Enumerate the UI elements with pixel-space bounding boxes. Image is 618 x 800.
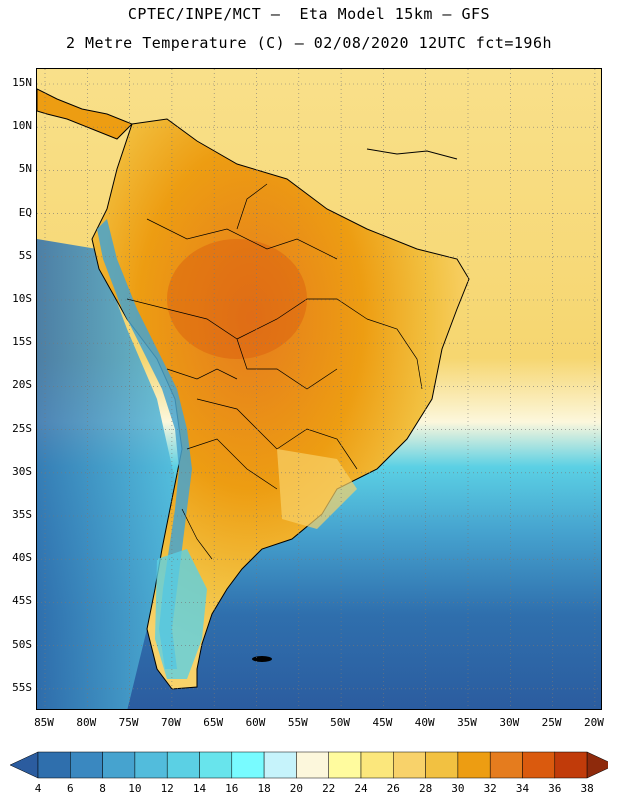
lat-label: 25S <box>12 421 32 435</box>
falkland-islands <box>252 656 272 662</box>
colorbar-swatch <box>37 751 71 779</box>
lon-label: 75W <box>118 716 139 729</box>
lon-label: 70W <box>160 716 181 729</box>
colorbar-tick-label: 38 <box>580 782 594 795</box>
central-hot-region <box>167 239 307 359</box>
lat-label: 55S <box>12 680 32 694</box>
colorbar-tick-label: 10 <box>128 782 142 795</box>
colorbar-tick-label: 8 <box>99 782 106 795</box>
lat-label: 35S <box>12 508 32 521</box>
colorbar-swatch <box>296 751 329 779</box>
map-title-line-2: 2 Metre Temperature (C) – 02/08/2020 12U… <box>65 34 553 52</box>
lon-label: 45W <box>372 716 393 729</box>
lon-label: 60W <box>245 716 266 729</box>
colorbar-tick-label: 32 <box>483 782 497 795</box>
lat-label: 15S <box>12 335 32 349</box>
lon-label: 20W <box>583 716 604 729</box>
lon-label: 85W <box>34 716 54 729</box>
lon-label: 35W <box>457 716 477 729</box>
colorbar-swatch <box>166 751 200 779</box>
colorbar-swatch <box>489 751 523 779</box>
colorbar-tick-label: 24 <box>354 782 368 795</box>
colorbar-swatch <box>231 751 265 779</box>
lat-label: 5S <box>18 248 32 262</box>
colorbar-swatch <box>102 751 136 779</box>
colorbar-swatch <box>425 751 459 779</box>
colorbar-tick-label: 14 <box>192 782 207 795</box>
lon-label: 40W <box>414 716 435 729</box>
colorbar-tick-label: 34 <box>515 782 530 795</box>
lat-label: 20S <box>12 378 32 392</box>
lat-label: 10S <box>12 292 32 305</box>
lat-label: 30S <box>12 464 32 478</box>
lon-label: 30W <box>499 716 520 729</box>
colorbar-tick-label: 30 <box>451 782 465 795</box>
country-borders <box>126 183 423 560</box>
lon-label: 80W <box>76 716 97 729</box>
colorbar-swatch <box>134 751 168 779</box>
pacific-ocean-band <box>37 239 177 709</box>
lat-label: 5N <box>18 162 32 176</box>
colorbar-swatch <box>70 751 103 779</box>
lat-label: EQ <box>18 205 32 219</box>
lon-label: 25W <box>541 716 562 729</box>
map-title-line-1: CPTEC/INPE/MCT – Eta Model 15km – GFS <box>127 5 491 23</box>
map-canvas <box>37 69 601 709</box>
colorbar-swatch <box>457 751 491 779</box>
colorbar-swatch <box>393 751 426 779</box>
lon-label: 55W <box>287 716 308 729</box>
lat-label: 45S <box>12 594 32 608</box>
lat-label: 10N <box>12 119 32 133</box>
temperature-colorbar <box>10 751 608 779</box>
central-america <box>37 88 133 140</box>
colorbar-tick-label: 22 <box>322 782 336 795</box>
colorbar-tick-label: 20 <box>289 782 304 795</box>
colorbar-tick-label: 36 <box>548 782 562 795</box>
colorbar-max-arrow <box>586 751 608 779</box>
south-brazil-mild-region <box>277 449 357 529</box>
patagonia-cool-region <box>155 549 207 679</box>
temperature-map <box>36 68 602 710</box>
colorbar-swatch <box>328 751 362 779</box>
colorbar-tick-label: 12 <box>160 782 174 795</box>
colorbar-tick-label: 26 <box>386 782 400 795</box>
lon-label: 50W <box>330 716 351 729</box>
lat-label: 40S <box>12 551 32 565</box>
lon-label: 65W <box>203 716 224 729</box>
lat-label: 15N <box>12 76 32 89</box>
colorbar-tick-label: 28 <box>418 782 433 795</box>
colorbar-tick-label: 4 <box>34 782 42 795</box>
colorbar-tick-label: 6 <box>66 782 74 795</box>
colorbar-tick-label: 18 <box>257 782 271 795</box>
colorbar-swatch <box>522 751 556 779</box>
caribbean-islands <box>366 148 458 160</box>
colorbar-tick-label: 16 <box>225 782 239 795</box>
colorbar-swatch <box>263 751 297 779</box>
lat-label: 50S <box>12 637 32 651</box>
colorbar-min-arrow <box>10 751 39 779</box>
colorbar-swatch <box>199 751 233 779</box>
colorbar-swatch <box>554 751 588 779</box>
colorbar-swatch <box>360 751 394 779</box>
